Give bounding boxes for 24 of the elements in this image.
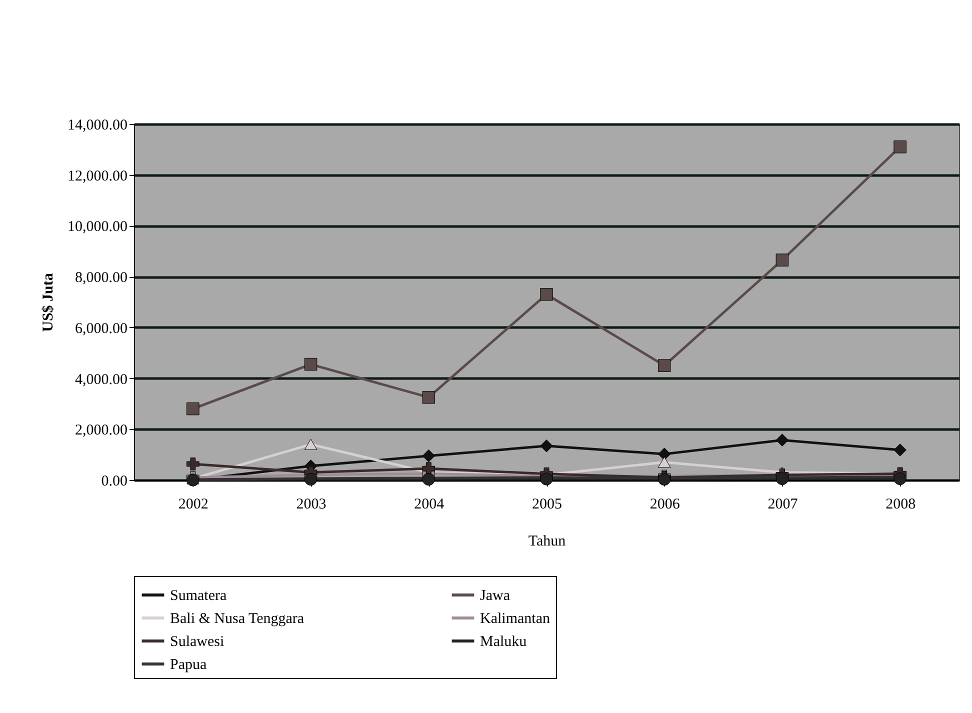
legend-label: Papua <box>170 657 207 673</box>
legend-label: Sulawesi <box>170 634 224 650</box>
y-tick-label: 14,000.00 <box>68 118 128 134</box>
x-tick-label: 2002 <box>178 496 208 512</box>
y-tick-label: 12,000.00 <box>68 168 128 184</box>
legend-label: Kalimantan <box>480 611 550 627</box>
legend-label: Bali & Nusa Tenggara <box>170 611 304 627</box>
x-tick-label: 2008 <box>886 496 916 512</box>
legend-label: Maluku <box>480 634 528 650</box>
x-tick-label: 2007 <box>768 496 798 512</box>
y-tick-label: 10,000.00 <box>68 219 128 236</box>
legend-label: Sumatera <box>170 588 227 604</box>
y-tick-label: 0.00 <box>101 474 128 490</box>
y-tick-label: 2,000.00 <box>75 422 128 439</box>
y-tick-label: 6,000.00 <box>75 320 128 337</box>
x-axis-title: Tahun <box>528 534 566 550</box>
x-tick-label: 2004 <box>414 496 445 512</box>
x-tick-label: 2006 <box>650 496 680 512</box>
y-tick-label: 4,000.00 <box>75 372 128 388</box>
x-tick-label: 2003 <box>296 496 326 512</box>
y-tick-label: 8,000.00 <box>75 270 128 286</box>
x-tick-label: 2005 <box>532 496 562 512</box>
legend-label: Jawa <box>480 588 510 604</box>
y-axis-title: US$ Juta <box>40 272 56 332</box>
